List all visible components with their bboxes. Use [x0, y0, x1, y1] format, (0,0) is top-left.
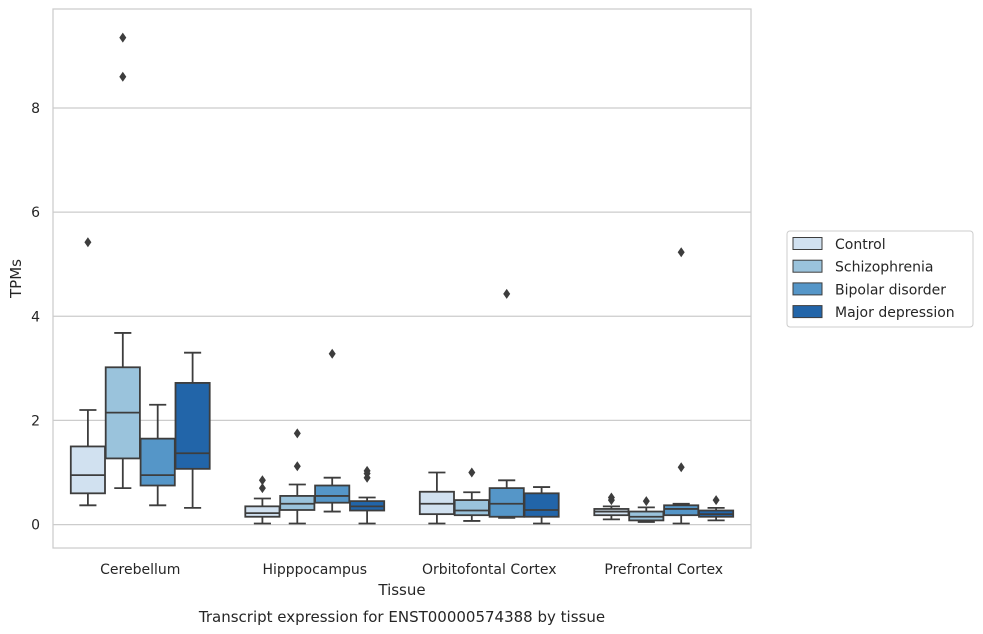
y-tick-label: 2 — [31, 413, 40, 429]
box-body — [453, 499, 490, 517]
legend-frame — [786, 230, 974, 328]
y-axis-title: TPMs — [7, 259, 25, 299]
box-body — [314, 484, 351, 504]
outlier-point — [258, 475, 266, 486]
legend-label: Schizophrenia — [835, 260, 933, 276]
box-1-3 — [349, 465, 386, 525]
outlier-point — [258, 483, 266, 494]
legend: Control Schizophrenia Bipolar disorder Majo… — [786, 230, 974, 328]
outlier-point — [607, 492, 615, 503]
box-1-1 — [279, 428, 316, 525]
outlier-point — [293, 461, 301, 472]
outlier-point — [84, 237, 92, 248]
legend-swatch — [792, 305, 823, 319]
outlier-point — [712, 495, 720, 506]
box-1-2 — [314, 348, 351, 513]
box-body — [488, 487, 525, 518]
box-3-0 — [593, 492, 630, 521]
box-2-0 — [418, 471, 455, 525]
box-plot-marks — [69, 32, 735, 525]
legend-swatch — [792, 259, 823, 273]
gridlines — [53, 107, 751, 526]
box-0-3 — [174, 351, 211, 509]
box-body — [244, 505, 281, 518]
outlier-point — [642, 496, 650, 507]
box-2-1 — [453, 467, 490, 522]
outlier-point — [328, 348, 336, 359]
x-axis-ticks: Cerebellum Hipppocampus Orbitofontal Corte… — [100, 562, 723, 578]
box-3-3 — [698, 495, 735, 522]
x-tick-label: Orbitofontal Cortex — [422, 562, 557, 578]
outlier-point — [119, 32, 127, 43]
legend-swatch — [792, 237, 823, 250]
y-tick-label: 0 — [31, 518, 40, 534]
legend-label: Bipolar disorder — [835, 282, 946, 298]
box-3-2 — [663, 247, 700, 525]
box-body — [523, 492, 560, 518]
y-axis-ticks: 0 2 4 6 8 — [31, 101, 40, 534]
x-tick-label: Prefrontal Cortex — [604, 562, 723, 578]
y-tick-label: 4 — [31, 309, 40, 325]
box-body — [139, 437, 176, 487]
box-body — [174, 382, 211, 470]
box-body — [663, 504, 700, 517]
outlier-point — [677, 247, 685, 258]
plot-frame — [52, 8, 752, 549]
outlier-point — [293, 428, 301, 439]
outlier-point — [119, 71, 127, 82]
box-2-3 — [523, 486, 560, 525]
x-tick-label: Hipppocampus — [262, 562, 367, 578]
x-tick-label: Cerebellum — [100, 562, 180, 578]
outlier-point — [503, 288, 511, 299]
legend-label: Major depression — [835, 305, 955, 321]
box-3-1 — [628, 496, 665, 523]
x-axis-title: Tissue — [377, 581, 425, 599]
box-2-2 — [488, 288, 525, 519]
box-0-1 — [104, 32, 141, 490]
chart-caption: Transcript expression for ENST0000057438… — [198, 608, 605, 626]
box-0-0 — [69, 237, 106, 507]
box-body — [69, 445, 106, 495]
y-tick-label: 8 — [31, 101, 40, 117]
box-1-0 — [244, 475, 281, 525]
outlier-point — [363, 465, 371, 476]
outlier-point — [677, 462, 685, 473]
y-tick-label: 6 — [31, 205, 40, 221]
legend-label: Control — [835, 237, 886, 253]
outlier-point — [468, 467, 476, 478]
legend-swatch — [792, 282, 823, 296]
